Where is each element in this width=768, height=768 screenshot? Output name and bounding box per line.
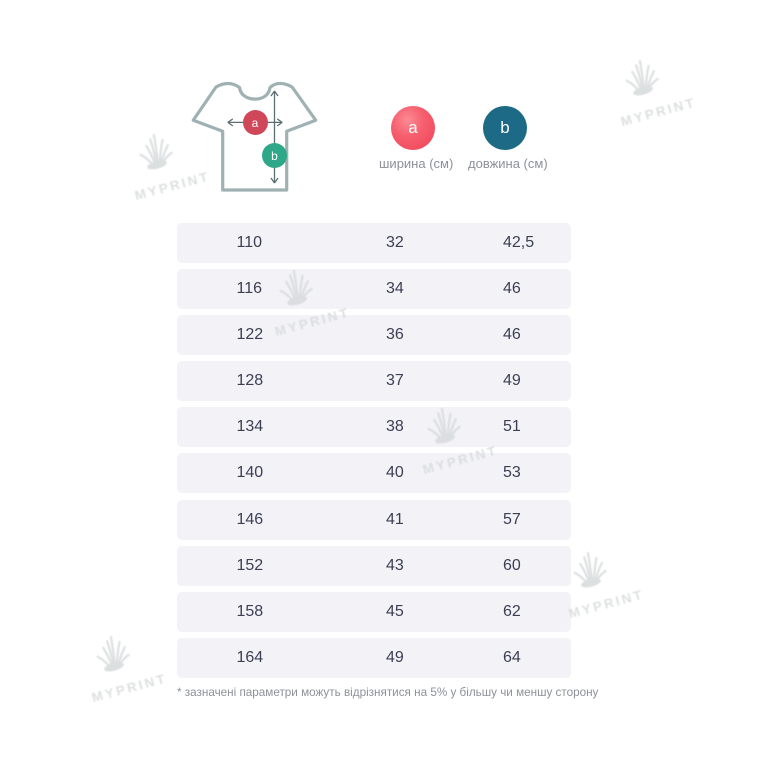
svg-text:MYPRINT: MYPRINT — [619, 95, 698, 129]
svg-text:MYPRINT: MYPRINT — [90, 671, 169, 705]
svg-text:MYPRINT: MYPRINT — [567, 587, 646, 621]
